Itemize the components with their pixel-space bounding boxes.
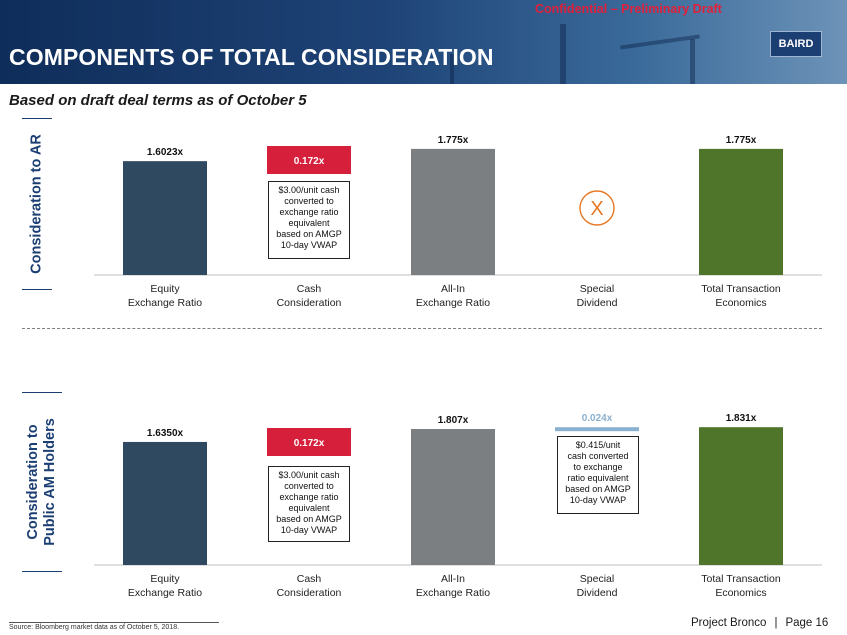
category-label: Total Transaction xyxy=(701,283,781,295)
value-label: 0.172x xyxy=(294,438,325,449)
category-label: Equity xyxy=(150,283,180,295)
background-rig-graphic xyxy=(690,39,695,84)
note-cash-bottom: $3.00/unit cash converted to exchange ra… xyxy=(268,466,350,542)
value-label: 1.6350x xyxy=(147,428,184,439)
page-subtitle: Based on draft deal terms as of October … xyxy=(9,92,307,109)
special-dividend-x-mark: X xyxy=(590,198,603,220)
category-label: Exchange Ratio xyxy=(416,587,490,599)
section-divider xyxy=(22,328,822,329)
bar-total-transaction-economics xyxy=(699,427,783,565)
bar-cash-consideration xyxy=(267,146,351,174)
side-label-bottom: Consideration to Public AM Holders xyxy=(22,392,62,572)
category-label: Consideration xyxy=(277,587,342,599)
confidential-banner: Confidential – Preliminary Draft xyxy=(535,2,722,16)
category-label: All-In xyxy=(441,573,465,585)
page-number: Page 16 xyxy=(785,617,829,629)
background-rig-graphic xyxy=(450,54,454,84)
category-label: Equity xyxy=(150,573,180,585)
note-cash-top: $3.00/unit cash converted to exchange ra… xyxy=(268,181,350,259)
project-name: Project Bronco xyxy=(691,617,767,629)
bar-all-in-exchange-ratio xyxy=(411,148,495,275)
header-banner: Confidential – Preliminary Draft COMPONE… xyxy=(0,0,847,84)
footer-separator: | xyxy=(774,617,778,629)
category-label: Exchange Ratio xyxy=(416,297,490,309)
special-dividend-x-circle xyxy=(579,190,615,226)
category-label: Total Transaction xyxy=(701,573,781,585)
category-label: Special xyxy=(580,573,614,585)
category-label: Consideration xyxy=(277,297,342,309)
source-note: Source: Bloomberg market data as of Octo… xyxy=(9,622,219,631)
value-label: 0.024x xyxy=(582,413,613,424)
side-label-top: Consideration to AR xyxy=(22,118,52,290)
page-title: COMPONENTS OF TOTAL CONSIDERATION xyxy=(9,44,494,70)
category-label: Exchange Ratio xyxy=(128,587,202,599)
bar-equity-exchange-ratio xyxy=(123,441,207,565)
value-label: 0.172x xyxy=(294,156,325,167)
category-label: Dividend xyxy=(577,587,618,599)
category-label: All-In xyxy=(441,283,465,295)
category-label: Economics xyxy=(715,297,766,309)
category-label: Cash xyxy=(297,573,322,585)
bar-total-transaction-economics xyxy=(699,148,783,275)
value-label: 1.775x xyxy=(438,135,469,146)
category-label: Special xyxy=(580,283,614,295)
page-footer: Project Bronco | Page 16 xyxy=(691,617,828,629)
bar-all-in-exchange-ratio xyxy=(411,428,495,565)
category-label: Cash xyxy=(297,283,322,295)
category-label: Exchange Ratio xyxy=(128,297,202,309)
bar-special-dividend xyxy=(555,427,639,432)
category-label: Economics xyxy=(715,587,766,599)
baird-logo: BAIRD xyxy=(770,31,822,57)
background-rig-graphic xyxy=(560,24,566,84)
value-label: 1.831x xyxy=(726,413,757,424)
note-special-bottom: $0.415/unit cash converted to exchange r… xyxy=(557,436,639,514)
bar-equity-exchange-ratio xyxy=(123,161,207,275)
bar-cash-consideration xyxy=(267,428,351,456)
value-label: 1.807x xyxy=(438,415,469,426)
category-label: Dividend xyxy=(577,297,618,309)
value-label: 1.6023x xyxy=(147,147,184,158)
value-label: 1.775x xyxy=(726,135,757,146)
